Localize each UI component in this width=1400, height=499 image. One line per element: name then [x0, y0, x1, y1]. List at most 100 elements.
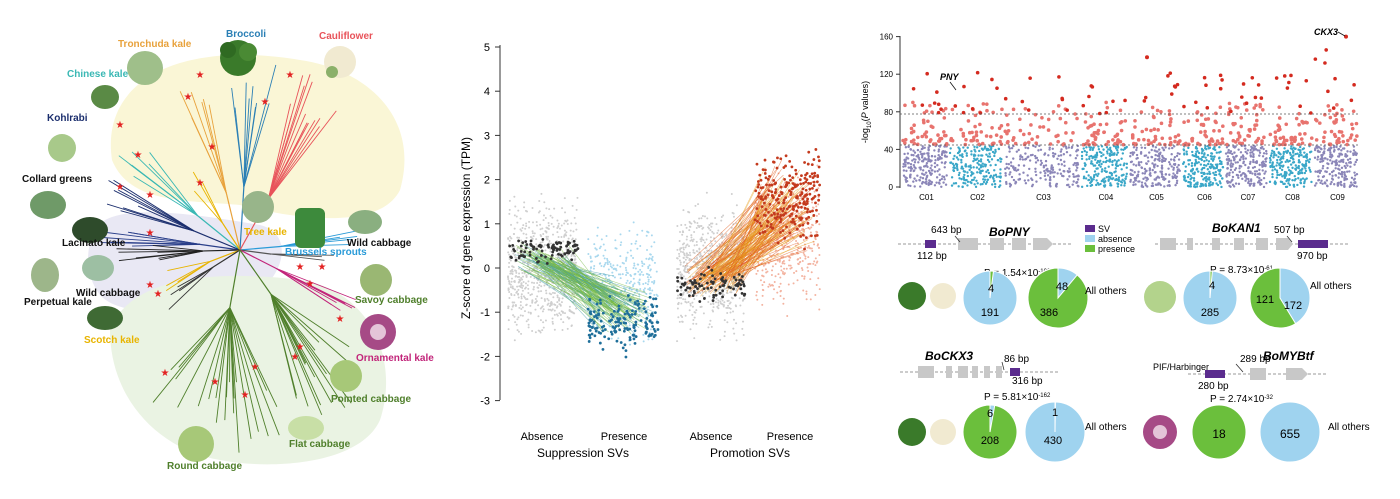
expression-point	[815, 284, 818, 287]
manhattan-point	[949, 147, 952, 150]
expression-point	[634, 335, 638, 338]
manhattan-point	[1254, 173, 1257, 177]
label-pointed-cabbage: Pointed cabbage	[331, 394, 411, 405]
manhattan-point	[1252, 160, 1255, 164]
branch-trunk-5	[199, 243, 241, 251]
manhattan-point	[1252, 182, 1255, 185]
manhattan-point	[1095, 179, 1098, 182]
expression-point	[523, 255, 527, 258]
manhattan-point	[962, 170, 966, 173]
manhattan-point	[1150, 148, 1153, 152]
expression-point	[776, 291, 779, 294]
expression-point	[612, 309, 616, 313]
expression-point	[733, 332, 736, 335]
expression-point	[541, 227, 544, 230]
expression-point	[545, 235, 548, 238]
branch-leaf	[132, 243, 200, 247]
expression-point	[789, 256, 792, 259]
manhattan-point	[933, 149, 936, 152]
manhattan-point	[1059, 172, 1063, 175]
expression-point	[521, 241, 525, 245]
manhattan-point-significant	[938, 136, 942, 141]
expression-point	[507, 288, 510, 291]
expression-point	[771, 194, 775, 198]
expression-point	[547, 308, 550, 311]
expression-point	[566, 222, 569, 225]
expression-point	[510, 223, 513, 226]
expression-point	[757, 183, 761, 186]
expression-point	[702, 244, 705, 247]
expression-point	[793, 185, 797, 189]
expression-point	[531, 301, 534, 304]
expression-point	[802, 239, 805, 242]
manhattan-point-significant	[981, 102, 986, 106]
manhattan-point	[919, 176, 922, 179]
manhattan-point-top	[1182, 104, 1186, 109]
expression-point	[805, 292, 808, 295]
expression-point	[788, 214, 792, 218]
manhattan-point	[970, 170, 973, 174]
expression-point	[707, 326, 710, 329]
expression-point	[560, 310, 563, 313]
manhattan-point	[1171, 175, 1174, 178]
expression-point	[763, 172, 767, 175]
manhattan-point	[1140, 160, 1143, 164]
expression-point	[616, 264, 619, 267]
expression-point	[811, 209, 814, 213]
manhattan-point-significant	[1252, 106, 1257, 110]
expression-point	[815, 233, 819, 237]
manhattan-point	[975, 166, 979, 169]
manhattan-point-top	[1089, 84, 1094, 88]
expression-point	[805, 199, 809, 203]
expression-point	[531, 281, 534, 284]
expression-point	[531, 232, 534, 235]
expression-point	[641, 262, 644, 265]
expression-point	[780, 191, 784, 195]
manhattan-point	[1075, 169, 1078, 172]
manhattan-point-significant	[1046, 128, 1051, 132]
manhattan-point	[1216, 183, 1220, 187]
manhattan-point	[1034, 173, 1038, 177]
manhattan-point-significant	[1155, 108, 1160, 113]
connector-line	[692, 230, 783, 288]
expression-point	[677, 303, 680, 306]
manhattan-point	[1236, 174, 1240, 177]
manhattan-point	[1050, 167, 1053, 171]
expression-point	[684, 271, 687, 274]
manhattan-point	[1184, 170, 1187, 173]
manhattan-point	[1113, 159, 1116, 162]
expression-point	[545, 230, 548, 233]
manhattan-point-significant	[930, 110, 934, 115]
expression-point	[603, 263, 606, 266]
manhattan-point	[989, 164, 992, 167]
expression-point	[644, 310, 648, 314]
manhattan-point	[1195, 168, 1198, 171]
expression-point	[519, 217, 522, 220]
manhattan-point-significant	[921, 118, 926, 123]
expression-point	[574, 261, 577, 264]
expression-point	[539, 319, 542, 322]
manhattan-point	[1171, 146, 1174, 150]
expression-point	[613, 276, 616, 279]
expression-point	[761, 269, 764, 272]
expression-point	[716, 305, 719, 308]
manhattan-point	[1158, 159, 1161, 162]
label-collard-greens: Collard greens	[22, 174, 92, 185]
expression-point	[523, 201, 526, 204]
manhattan-point	[1202, 155, 1205, 158]
manhattan-point	[1135, 146, 1138, 149]
expression-point	[768, 174, 771, 178]
branch-leaf	[243, 82, 247, 188]
expression-point	[687, 294, 691, 298]
label-absence-promotion: Absence	[690, 431, 733, 443]
expression-point	[717, 229, 720, 232]
expression-point	[525, 320, 528, 323]
manhattan-point-significant	[924, 135, 929, 139]
expression-point	[679, 271, 682, 274]
manhattan-point	[975, 146, 979, 149]
manhattan-point	[1159, 170, 1162, 173]
manhattan-point	[921, 169, 925, 172]
expression-point	[811, 176, 815, 180]
expression-point	[522, 280, 525, 283]
